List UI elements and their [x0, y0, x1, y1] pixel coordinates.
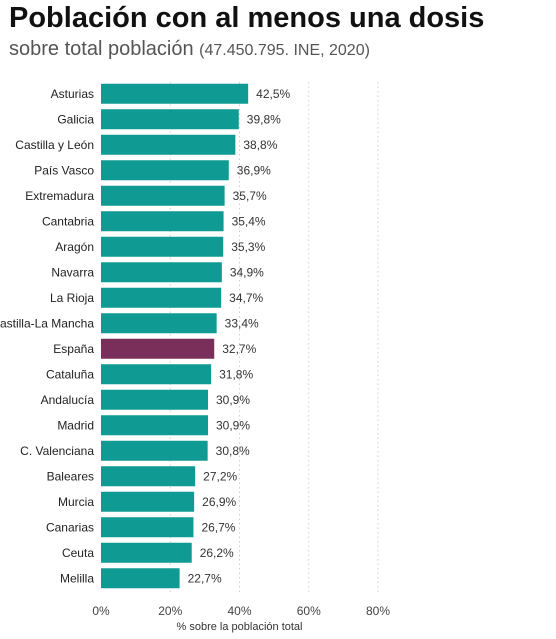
- bar: [101, 339, 214, 359]
- value-label: 31,8%: [219, 367, 253, 381]
- value-label: 32,7%: [222, 342, 256, 356]
- bar: [101, 237, 223, 257]
- bar: [101, 415, 208, 435]
- value-label: 30,9%: [216, 418, 250, 432]
- category-label: Melilla: [60, 571, 94, 585]
- bar: [101, 109, 239, 129]
- bar: [101, 313, 217, 333]
- bar: [101, 441, 208, 461]
- bar: [101, 364, 211, 384]
- value-label: 35,4%: [232, 214, 266, 228]
- value-label: 26,9%: [202, 495, 236, 509]
- category-label: Castilla-La Mancha: [0, 316, 94, 330]
- value-label: 35,7%: [233, 189, 267, 203]
- value-label: 33,4%: [225, 316, 259, 330]
- value-label: 30,8%: [216, 444, 250, 458]
- bar: [101, 262, 222, 282]
- category-label: Madrid: [57, 418, 94, 432]
- value-label: 34,9%: [230, 265, 264, 279]
- value-label: 30,9%: [216, 393, 250, 407]
- value-label: 36,9%: [237, 163, 271, 177]
- category-label: Cantabria: [42, 214, 94, 228]
- value-label: 35,3%: [231, 240, 265, 254]
- value-label: 26,7%: [201, 520, 235, 534]
- bar: [101, 84, 248, 104]
- value-label: 38,8%: [243, 138, 277, 152]
- bar: [101, 517, 193, 537]
- category-label: Cataluña: [46, 367, 94, 381]
- category-label: Aragón: [55, 240, 94, 254]
- category-label: Castilla y León: [15, 138, 94, 152]
- x-axis-label: % sobre la población total: [177, 621, 303, 633]
- category-label: Baleares: [47, 469, 94, 483]
- value-label: 42,5%: [256, 87, 290, 101]
- category-label: Galicia: [57, 112, 94, 126]
- x-tick-label: 40%: [227, 604, 251, 618]
- bar: [101, 568, 180, 588]
- bar: [101, 492, 194, 512]
- bar: [101, 211, 224, 231]
- value-label: 34,7%: [229, 291, 263, 305]
- category-label: Murcia: [58, 495, 94, 509]
- category-label: Navarra: [51, 265, 94, 279]
- value-label: 22,7%: [188, 571, 222, 585]
- x-tick-label: 60%: [297, 604, 321, 618]
- bar: [101, 466, 195, 486]
- bar: [101, 135, 235, 155]
- category-label: País Vasco: [34, 163, 94, 177]
- x-tick-label: 80%: [366, 604, 390, 618]
- bar: [101, 160, 229, 180]
- category-label: C. Valenciana: [20, 444, 94, 458]
- category-label: España: [53, 342, 94, 356]
- value-label: 26,2%: [200, 546, 234, 560]
- bar: [101, 390, 208, 410]
- category-label: Ceuta: [62, 546, 94, 560]
- category-label: Canarias: [46, 520, 94, 534]
- value-label: 27,2%: [203, 469, 237, 483]
- category-label: La Rioja: [50, 291, 94, 305]
- bar: [101, 543, 192, 563]
- value-label: 39,8%: [247, 112, 281, 126]
- category-label: Andalucía: [41, 393, 95, 407]
- bar: [101, 186, 225, 206]
- x-tick-label: 0%: [92, 604, 110, 618]
- category-label: Extremadura: [25, 189, 94, 203]
- category-label: Asturias: [51, 87, 94, 101]
- x-tick-label: 20%: [158, 604, 182, 618]
- bar: [101, 288, 221, 308]
